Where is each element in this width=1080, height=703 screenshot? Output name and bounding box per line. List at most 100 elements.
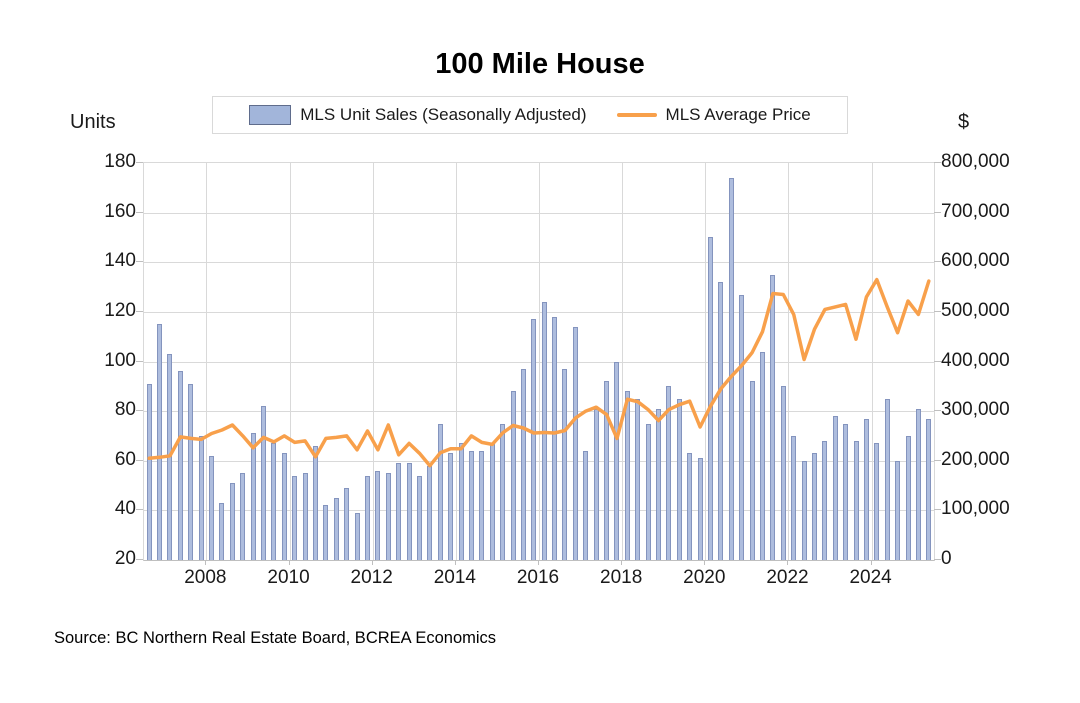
unit-sales-bar bbox=[510, 391, 516, 560]
right-axis-title: $ bbox=[958, 111, 970, 133]
unit-sales-bar bbox=[583, 450, 589, 560]
unit-sales-bar bbox=[458, 443, 464, 560]
unit-sales-bar bbox=[874, 443, 880, 560]
right-axis-tick bbox=[934, 509, 941, 511]
unit-sales-bar bbox=[926, 418, 932, 560]
v-gridline bbox=[871, 163, 873, 560]
legend-label-unit-sales: MLS Unit Sales (Seasonally Adjusted) bbox=[300, 105, 587, 124]
unit-sales-bar bbox=[562, 368, 568, 560]
unit-sales-bar bbox=[177, 371, 183, 560]
v-gridline bbox=[372, 163, 374, 560]
unit-sales-bar bbox=[552, 316, 558, 560]
unit-sales-bar bbox=[354, 512, 360, 560]
left-axis-tick-label: 100 bbox=[104, 349, 136, 371]
x-axis-tick bbox=[205, 560, 207, 565]
x-axis-tick bbox=[288, 560, 290, 565]
v-gridline bbox=[206, 163, 208, 560]
x-axis-year-label: 2016 bbox=[516, 567, 560, 588]
unit-sales-bar bbox=[146, 383, 152, 560]
v-gridline bbox=[539, 163, 540, 560]
unit-sales-bar bbox=[333, 497, 339, 560]
unit-sales-bar bbox=[468, 450, 474, 560]
x-axis-tick bbox=[621, 560, 623, 565]
average-price-line-layer bbox=[147, 277, 931, 468]
right-axis-tick bbox=[934, 459, 941, 461]
right-axis-tick bbox=[934, 360, 941, 362]
unit-sales-bar bbox=[281, 453, 287, 560]
unit-sales-bar bbox=[915, 408, 921, 560]
unit-sales-bar bbox=[219, 502, 225, 560]
right-axis-tick-label: 0 bbox=[941, 548, 952, 569]
right-axis-tick bbox=[934, 261, 941, 263]
left-axis-tick bbox=[136, 410, 143, 412]
right-axis-tick-label: 800,000 bbox=[941, 151, 1010, 172]
unit-sales-bar bbox=[759, 351, 765, 560]
left-axis-tick-label: 160 bbox=[104, 200, 136, 222]
unit-sales-bar bbox=[624, 391, 630, 560]
right-axis-tick-label: 500,000 bbox=[941, 299, 1010, 321]
unit-sales-bar bbox=[323, 505, 329, 560]
unit-sales-bar bbox=[780, 386, 786, 560]
x-axis-tick bbox=[371, 560, 373, 565]
bar-series-swatch-icon bbox=[249, 105, 292, 125]
unit-sales-bar bbox=[687, 453, 693, 560]
left-axis-tick-label: 140 bbox=[104, 250, 136, 272]
x-axis-tick bbox=[538, 560, 539, 565]
unit-sales-bar bbox=[863, 418, 869, 560]
right-axis-tick-label: 300,000 bbox=[941, 399, 1010, 421]
unit-sales-bar bbox=[188, 383, 194, 560]
unit-sales-bar bbox=[697, 458, 703, 560]
unit-sales-bar bbox=[240, 473, 246, 560]
unit-sales-bar bbox=[385, 473, 391, 560]
unit-sales-bar bbox=[198, 435, 204, 560]
left-axis-tick-label: 40 bbox=[114, 498, 136, 520]
right-axis-tick-label: 700,000 bbox=[941, 200, 1010, 222]
unit-sales-bar bbox=[292, 475, 298, 560]
unit-sales-bar bbox=[364, 475, 370, 560]
unit-sales-bar bbox=[271, 443, 277, 560]
unit-sales-bar bbox=[853, 440, 859, 560]
unit-sales-bar bbox=[749, 381, 755, 560]
unit-sales-bar bbox=[302, 473, 308, 560]
unit-sales-bar bbox=[791, 435, 797, 560]
unit-sales-bar bbox=[500, 423, 506, 560]
unit-sales-bar bbox=[801, 460, 807, 560]
left-axis-tick bbox=[136, 261, 143, 263]
left-axis-tick bbox=[136, 162, 143, 163]
unit-sales-bar bbox=[479, 450, 485, 560]
v-gridline bbox=[705, 163, 707, 560]
right-axis-tick-label: 400,000 bbox=[941, 349, 1010, 371]
right-axis-tick bbox=[934, 559, 941, 560]
unit-sales-bar bbox=[832, 416, 838, 560]
right-axis-tick-label: 600,000 bbox=[941, 250, 1010, 272]
left-axis-tick bbox=[136, 509, 143, 511]
unit-sales-bar bbox=[344, 488, 350, 560]
unit-sales-bar bbox=[811, 453, 817, 560]
unit-sales-bar bbox=[708, 237, 713, 560]
right-axis-tick bbox=[934, 410, 941, 412]
x-axis-tick bbox=[787, 560, 789, 565]
legend: MLS Unit Sales (Seasonally Adjusted) MLS… bbox=[212, 96, 848, 134]
line-series-swatch-icon bbox=[616, 113, 657, 117]
unit-sales-bar bbox=[396, 463, 402, 560]
unit-sales-bar bbox=[635, 398, 641, 560]
source-attribution: Source: BC Northern Real Estate Board, B… bbox=[54, 629, 497, 647]
left-axis-tick-label: 180 bbox=[104, 151, 136, 172]
v-gridline bbox=[455, 163, 457, 560]
right-axis-tick bbox=[934, 310, 941, 312]
v-gridline bbox=[622, 163, 624, 560]
v-gridline bbox=[788, 163, 790, 560]
unit-sales-bar bbox=[905, 435, 911, 560]
x-axis-tick bbox=[870, 560, 872, 565]
x-axis-year-label: 2020 bbox=[683, 567, 726, 588]
left-axis-tick-label: 80 bbox=[114, 399, 136, 421]
unit-sales-bar bbox=[375, 470, 381, 560]
left-axis-tick bbox=[136, 559, 143, 560]
unit-sales-bar bbox=[209, 455, 215, 560]
x-axis-year-label: 2014 bbox=[433, 567, 476, 588]
left-axis-tick bbox=[136, 459, 143, 461]
unit-sales-bar bbox=[250, 433, 256, 560]
v-gridline bbox=[289, 163, 291, 560]
unit-sales-bar bbox=[614, 361, 620, 560]
unit-sales-bar bbox=[313, 445, 318, 560]
